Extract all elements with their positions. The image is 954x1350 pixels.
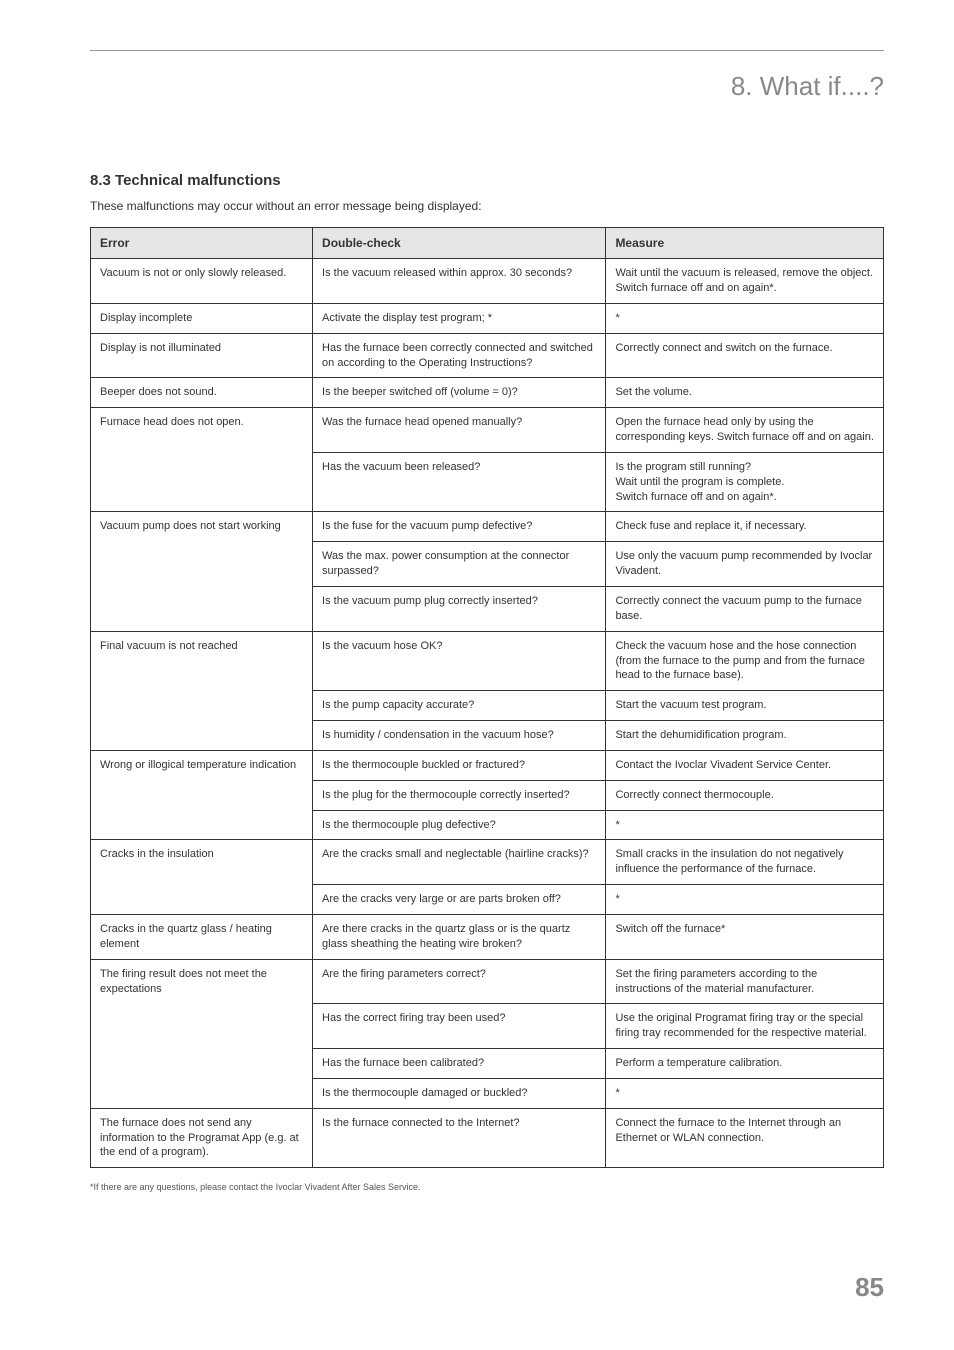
measure-cell: Open the furnace head only by using the … bbox=[606, 408, 884, 453]
measure-cell: Correctly connect the vacuum pump to the… bbox=[606, 587, 884, 632]
check-cell: Was the max. power consumption at the co… bbox=[313, 542, 606, 587]
footnote: *If there are any questions, please cont… bbox=[90, 1182, 884, 1192]
page-number: 85 bbox=[90, 1272, 884, 1303]
table-row: Display is not illuminatedHas the furnac… bbox=[91, 333, 884, 378]
measure-cell: Set the firing parameters according to t… bbox=[606, 959, 884, 1004]
check-cell: Is the vacuum pump plug correctly insert… bbox=[313, 587, 606, 632]
malfunctions-table: Error Double-check Measure Vacuum is not… bbox=[90, 227, 884, 1168]
measure-cell: Use the original Programat firing tray o… bbox=[606, 1004, 884, 1049]
table-header-row: Error Double-check Measure bbox=[91, 228, 884, 259]
check-cell: Is the thermocouple damaged or buckled? bbox=[313, 1078, 606, 1108]
check-cell: Are the firing parameters correct? bbox=[313, 959, 606, 1004]
check-cell: Is the plug for the thermocouple correct… bbox=[313, 780, 606, 810]
check-cell: Are there cracks in the quartz glass or … bbox=[313, 914, 606, 959]
measure-cell: Switch off the furnace* bbox=[606, 914, 884, 959]
measure-cell: Correctly connect thermocouple. bbox=[606, 780, 884, 810]
measure-cell: Is the program still running?Wait until … bbox=[606, 452, 884, 512]
table-row: Display incompleteActivate the display t… bbox=[91, 303, 884, 333]
error-cell: Cracks in the quartz glass / heating ele… bbox=[91, 914, 313, 959]
check-cell: Is the vacuum released within approx. 30… bbox=[313, 259, 606, 304]
check-cell: Has the furnace been correctly connected… bbox=[313, 333, 606, 378]
check-cell: Are the cracks very large or are parts b… bbox=[313, 885, 606, 915]
measure-cell: Wait until the vacuum is released, remov… bbox=[606, 259, 884, 304]
section-title: 8.3 Technical malfunctions bbox=[90, 172, 884, 189]
chapter-title: 8. What if....? bbox=[90, 71, 884, 102]
error-cell: Final vacuum is not reached bbox=[91, 631, 313, 750]
measure-cell: Small cracks in the insulation do not ne… bbox=[606, 840, 884, 885]
header-measure: Measure bbox=[606, 228, 884, 259]
table-row: Vacuum pump does not start workingIs the… bbox=[91, 512, 884, 542]
check-cell: Is the thermocouple buckled or fractured… bbox=[313, 750, 606, 780]
header-error: Error bbox=[91, 228, 313, 259]
table-row: Cracks in the insulationAre the cracks s… bbox=[91, 840, 884, 885]
table-row: The firing result does not meet the expe… bbox=[91, 959, 884, 1004]
check-cell: Has the furnace been calibrated? bbox=[313, 1049, 606, 1079]
measure-cell: Perform a temperature calibration. bbox=[606, 1049, 884, 1079]
error-cell: Display incomplete bbox=[91, 303, 313, 333]
check-cell: Has the vacuum been released? bbox=[313, 452, 606, 512]
measure-cell: Check the vacuum hose and the hose conne… bbox=[606, 631, 884, 691]
measure-cell: Use only the vacuum pump recommended by … bbox=[606, 542, 884, 587]
check-cell: Are the cracks small and neglectable (ha… bbox=[313, 840, 606, 885]
table-row: Furnace head does not open.Was the furna… bbox=[91, 408, 884, 453]
header-rule bbox=[90, 50, 884, 51]
error-cell: Vacuum is not or only slowly released. bbox=[91, 259, 313, 304]
check-cell: Was the furnace head opened manually? bbox=[313, 408, 606, 453]
measure-cell: Connect the furnace to the Internet thro… bbox=[606, 1108, 884, 1168]
measure-cell: * bbox=[606, 1078, 884, 1108]
check-cell: Is the pump capacity accurate? bbox=[313, 691, 606, 721]
check-cell: Is humidity / condensation in the vacuum… bbox=[313, 721, 606, 751]
error-cell: Beeper does not sound. bbox=[91, 378, 313, 408]
error-cell: The firing result does not meet the expe… bbox=[91, 959, 313, 1108]
measure-cell: Check fuse and replace it, if necessary. bbox=[606, 512, 884, 542]
table-row: Beeper does not sound.Is the beeper swit… bbox=[91, 378, 884, 408]
error-cell: Cracks in the insulation bbox=[91, 840, 313, 915]
check-cell: Is the fuse for the vacuum pump defectiv… bbox=[313, 512, 606, 542]
table-row: Final vacuum is not reachedIs the vacuum… bbox=[91, 631, 884, 691]
check-cell: Activate the display test program; * bbox=[313, 303, 606, 333]
measure-cell: * bbox=[606, 885, 884, 915]
measure-cell: Correctly connect and switch on the furn… bbox=[606, 333, 884, 378]
measure-cell: Contact the Ivoclar Vivadent Service Cen… bbox=[606, 750, 884, 780]
error-cell: Wrong or illogical temperature indicatio… bbox=[91, 750, 313, 840]
check-cell: Has the correct firing tray been used? bbox=[313, 1004, 606, 1049]
error-cell: Furnace head does not open. bbox=[91, 408, 313, 512]
measure-cell: Start the dehumidification program. bbox=[606, 721, 884, 751]
measure-cell: * bbox=[606, 810, 884, 840]
error-cell: Vacuum pump does not start working bbox=[91, 512, 313, 631]
error-cell: Display is not illuminated bbox=[91, 333, 313, 378]
table-row: The furnace does not send any informatio… bbox=[91, 1108, 884, 1168]
check-cell: Is the beeper switched off (volume = 0)? bbox=[313, 378, 606, 408]
table-row: Vacuum is not or only slowly released.Is… bbox=[91, 259, 884, 304]
check-cell: Is the thermocouple plug defective? bbox=[313, 810, 606, 840]
section-intro: These malfunctions may occur without an … bbox=[90, 199, 884, 213]
check-cell: Is the vacuum hose OK? bbox=[313, 631, 606, 691]
header-check: Double-check bbox=[313, 228, 606, 259]
measure-cell: * bbox=[606, 303, 884, 333]
measure-cell: Set the volume. bbox=[606, 378, 884, 408]
check-cell: Is the furnace connected to the Internet… bbox=[313, 1108, 606, 1168]
table-row: Wrong or illogical temperature indicatio… bbox=[91, 750, 884, 780]
table-row: Cracks in the quartz glass / heating ele… bbox=[91, 914, 884, 959]
error-cell: The furnace does not send any informatio… bbox=[91, 1108, 313, 1168]
measure-cell: Start the vacuum test program. bbox=[606, 691, 884, 721]
